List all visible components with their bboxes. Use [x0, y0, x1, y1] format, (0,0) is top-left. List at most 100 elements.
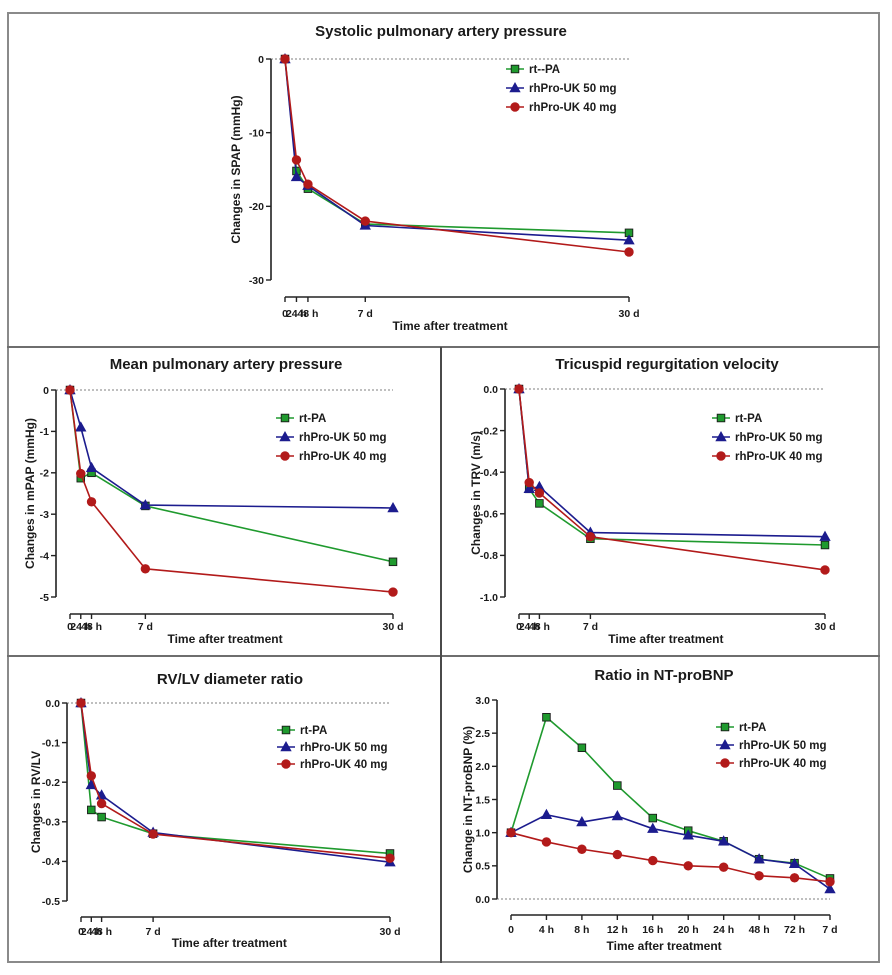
data-point-uk50: [753, 853, 765, 864]
y-tick-label: 3.0: [475, 695, 490, 707]
data-point-uk40: [291, 155, 302, 165]
data-point-uk40: [96, 798, 107, 809]
y-tick-label: -4: [40, 550, 49, 562]
legend-item-uk40: rhPro-UK 40 mg: [276, 451, 387, 463]
legend-marker-uk40: [281, 759, 291, 769]
data-point-uk40: [820, 565, 830, 575]
y-tick-label: -0.2: [42, 777, 60, 789]
data-point-uk40: [754, 871, 764, 881]
x-tick-label: 24 h: [713, 924, 734, 936]
legend-label: rt-PA: [300, 725, 327, 737]
y-axis-label: Changes in SPAP (mmHg): [229, 95, 243, 243]
data-point-uk50: [85, 461, 98, 473]
x-tick-label: 48 h: [529, 621, 550, 633]
series-uk40: [65, 385, 398, 597]
x-tick-label: 48 h: [297, 308, 318, 320]
series-rtpa: [506, 712, 835, 883]
panel-divider-middle: [7, 655, 880, 657]
data-point-uk50: [540, 808, 553, 819]
x-tick-label: 30 d: [618, 308, 639, 320]
data-point-uk40: [541, 837, 552, 847]
series-uk50: [505, 808, 836, 894]
data-point-rtpa: [87, 805, 96, 815]
legend-label: rhPro-UK 40 mg: [299, 451, 387, 463]
data-point-uk40: [514, 384, 524, 394]
legend-marker-rtpa: [281, 725, 291, 735]
y-axis-label: Change in NT-proBNP (%): [461, 726, 475, 873]
data-point-rtpa: [820, 540, 830, 550]
legend-item-rtpa: rt--PA: [506, 64, 560, 76]
legend-label: rhPro-UK 50 mg: [300, 742, 388, 754]
legend-marker-uk40: [720, 758, 730, 768]
chart-title: Systolic pulmonary artery pressure: [315, 23, 567, 40]
legend-label: rt-PA: [739, 722, 766, 734]
data-point-uk50: [290, 170, 303, 182]
y-tick-label: 1.5: [475, 794, 490, 806]
y-tick-label: 2.0: [475, 761, 490, 773]
legend-marker-rtpa: [510, 64, 520, 74]
data-point-uk50: [576, 816, 588, 827]
y-tick-label: -30: [249, 275, 264, 287]
legend-marker-uk40: [510, 102, 520, 112]
y-tick-label: 1.0: [475, 827, 490, 839]
data-point-uk50: [611, 810, 624, 821]
y-tick-label: -0.3: [42, 817, 60, 829]
x-tick-label: 20 h: [678, 924, 699, 936]
x-tick-label: 48 h: [91, 926, 112, 938]
y-tick-label: -20: [249, 201, 264, 213]
y-tick-label: 0: [258, 54, 264, 66]
x-axis-label: Time after treatment: [608, 632, 723, 646]
data-point-uk40: [577, 844, 587, 854]
panel-divider-top: [7, 346, 880, 348]
legend-label: rhPro-UK 50 mg: [299, 432, 387, 444]
data-point-uk50: [717, 835, 730, 846]
x-axis-label: Time after treatment: [393, 319, 508, 333]
x-tick-label: 72 h: [784, 924, 805, 936]
data-point-uk40: [76, 698, 86, 708]
data-point-uk40: [86, 497, 97, 507]
x-tick-label: 30 d: [814, 621, 835, 633]
data-point-uk40: [86, 771, 97, 781]
y-tick-label: -5: [40, 592, 49, 604]
series-uk40: [280, 54, 634, 257]
chart-title: Tricuspid regurgitation velocity: [555, 356, 779, 373]
figure-frame: [7, 12, 880, 963]
data-point-uk40: [683, 861, 693, 871]
x-tick-label: 7 d: [138, 621, 153, 633]
data-point-uk50: [819, 530, 831, 541]
legend-marker-rtpa: [720, 722, 730, 732]
y-tick-label: -0.1: [42, 737, 60, 749]
series-uk40: [514, 384, 830, 575]
series-uk50: [64, 383, 399, 513]
data-point-uk40: [612, 849, 623, 860]
data-point-uk50: [387, 501, 399, 513]
x-tick-label: 24 h: [81, 926, 102, 938]
legend-label: rhPro-UK 40 mg: [529, 102, 617, 114]
legend-item-uk50: rhPro-UK 50 mg: [716, 738, 827, 752]
y-tick-label: 2.5: [475, 728, 490, 740]
legend-item-uk50: rhPro-UK 50 mg: [506, 81, 617, 95]
data-point-uk40: [148, 829, 158, 839]
legend-label: rhPro-UK 40 mg: [735, 451, 823, 463]
chart-title: RV/LV diameter ratio: [157, 671, 303, 688]
x-tick-label: 0: [516, 621, 522, 633]
y-tick-label: -0.8: [480, 550, 498, 562]
x-tick-label: 0: [508, 924, 514, 936]
x-tick-label: 48 h: [749, 924, 770, 936]
data-point-uk40: [76, 468, 86, 479]
legend-marker-uk50: [719, 738, 731, 750]
series-line-uk40: [510, 831, 831, 883]
y-tick-label: -1: [40, 426, 49, 438]
legend-item-uk40: rhPro-UK 40 mg: [712, 451, 823, 463]
data-point-rtpa: [388, 557, 398, 567]
y-tick-label: -0.4: [480, 467, 498, 479]
y-tick-label: 0.0: [475, 894, 490, 906]
y-axis-label: Changes in mPAP (mmHg): [23, 418, 37, 569]
data-point-uk50: [647, 822, 659, 833]
legend-label: rt-PA: [299, 413, 326, 425]
y-tick-label: -0.4: [42, 856, 60, 868]
data-point-uk40: [388, 587, 398, 597]
